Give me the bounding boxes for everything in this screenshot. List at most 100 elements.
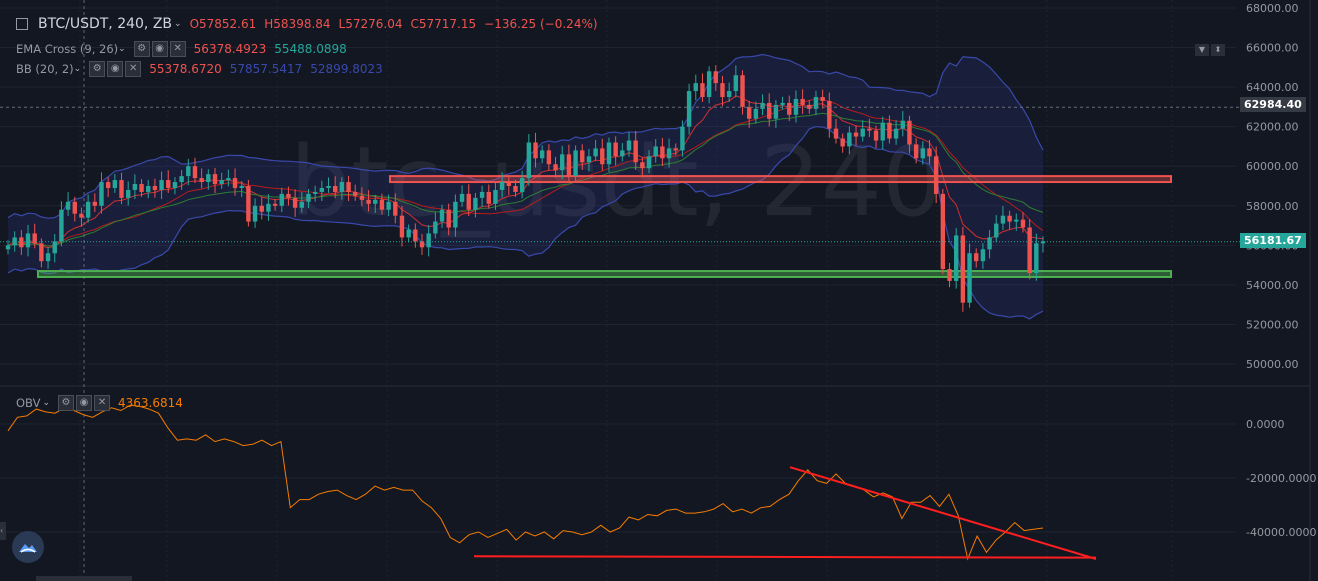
candle-body: [546, 150, 552, 165]
candle-body: [600, 148, 605, 165]
candle-body: [787, 102, 792, 115]
candle-body: [646, 156, 652, 169]
candle-body: [12, 237, 17, 246]
close-icon[interactable]: ✕: [169, 41, 186, 57]
candle-body: [326, 186, 331, 188]
candle-body: [913, 144, 919, 159]
candle-body: [406, 229, 411, 238]
logo-icon[interactable]: [12, 531, 44, 563]
candle-body: [666, 148, 672, 159]
pane-maximize-button[interactable]: ⬍: [1211, 44, 1225, 56]
chevron-down-icon[interactable]: ⌄: [42, 398, 51, 408]
candle-body: [640, 162, 645, 169]
candle-body: [560, 154, 565, 171]
candle-body: [593, 148, 598, 157]
candle-body: [399, 215, 405, 238]
candle-body: [132, 184, 138, 190]
candle-body: [927, 148, 932, 157]
settings-icon[interactable]: ⚙: [89, 61, 106, 77]
collapse-icon[interactable]: [16, 18, 28, 30]
ema-fast-value: 56378.4923: [193, 42, 267, 56]
candle-body: [413, 229, 418, 242]
candle-body: [940, 193, 946, 270]
candle-body: [379, 199, 385, 210]
pane-collapse-button[interactable]: ▼: [1195, 44, 1209, 56]
candle-body: [146, 186, 151, 192]
y-tick-label: 54000.00: [1246, 279, 1299, 292]
candle-body: [332, 186, 338, 192]
candle-body: [693, 83, 698, 92]
candle-body: [860, 128, 865, 137]
eye-icon[interactable]: ◉: [107, 61, 124, 77]
eye-icon[interactable]: ◉: [151, 41, 168, 57]
candle-body: [59, 209, 64, 242]
candle-body: [606, 142, 612, 165]
y-tick-label: 60000.00: [1246, 160, 1299, 173]
chevron-down-icon[interactable]: ⌄: [73, 64, 82, 74]
ema-label[interactable]: EMA Cross (9, 26): [16, 42, 119, 56]
candle-body: [887, 122, 892, 139]
candle-body: [533, 142, 538, 159]
resistance-zone: [389, 175, 1172, 184]
candle-body: [566, 154, 572, 177]
candle-body: [526, 142, 532, 179]
candle-body: [486, 191, 491, 204]
candle-body: [974, 253, 979, 262]
candle-body: [867, 128, 872, 131]
bb-mid-value: 55378.6720: [149, 62, 222, 76]
eye-icon[interactable]: ◉: [76, 395, 93, 411]
y-tick-label: 0.0000: [1246, 418, 1285, 431]
settings-icon[interactable]: ⚙: [133, 41, 150, 57]
candle-body: [119, 180, 124, 198]
obv-label[interactable]: OBV: [16, 396, 41, 410]
y-tick-label: 62000.00: [1246, 121, 1299, 134]
candle-body: [105, 182, 111, 188]
candle-body: [45, 253, 51, 262]
settings-icon[interactable]: ⚙: [58, 395, 75, 411]
ema-fast-line: [7, 95, 1044, 249]
close-icon[interactable]: ✕: [125, 61, 142, 77]
candle-body: [72, 201, 77, 214]
candle-body: [740, 75, 745, 107]
bb-legend: BB (20, 2) ⌄ ⚙ ◉ ✕ 55378.6720 57857.5417 5…: [16, 59, 391, 79]
y-tick-label: 68000.00: [1246, 2, 1299, 15]
left-scroll-arrow[interactable]: ‹: [0, 522, 6, 540]
candle-body: [139, 184, 144, 192]
bollinger-upper-line: [7, 53, 1044, 219]
candle-body: [166, 180, 171, 188]
candle-body: [880, 122, 885, 141]
symbol-title[interactable]: BTC/USDT, 240, ZB: [38, 16, 173, 32]
candle-body: [299, 201, 305, 208]
candle-body: [292, 197, 298, 208]
candle-body: [85, 201, 91, 218]
ohlc-open: O57852.61: [189, 17, 257, 31]
candle-body: [459, 193, 465, 202]
obv-trendline-lower: [473, 555, 1097, 559]
bb-label[interactable]: BB (20, 2): [16, 62, 74, 76]
candle-body: [1040, 241, 1046, 244]
candle-body: [700, 83, 705, 97]
candle-body: [506, 182, 512, 186]
candle-body: [92, 201, 98, 206]
candle-body: [947, 269, 952, 281]
candle-body: [1027, 227, 1032, 274]
candle-body: [393, 201, 398, 216]
ema-legend: EMA Cross (9, 26) ⌄ ⚙ ◉ ✕ 56378.4923 55488…: [16, 39, 355, 59]
candle-body: [212, 174, 218, 185]
candle-body: [152, 186, 158, 190]
last-price-tag: 56181.67: [1240, 233, 1306, 248]
candle-body: [373, 199, 378, 204]
candle-body: [386, 201, 391, 210]
candle-body: [827, 100, 832, 129]
price-level-tag: 62984.40: [1240, 97, 1306, 112]
candle-body: [1000, 215, 1006, 224]
candle-body: [920, 148, 926, 159]
candle-body: [5, 245, 11, 250]
chevron-down-icon[interactable]: ⌄: [118, 44, 126, 54]
chevron-down-icon[interactable]: ⌄: [174, 19, 182, 29]
candle-body: [960, 235, 966, 303]
candle-body: [626, 140, 632, 151]
close-icon[interactable]: ✕: [94, 395, 111, 411]
